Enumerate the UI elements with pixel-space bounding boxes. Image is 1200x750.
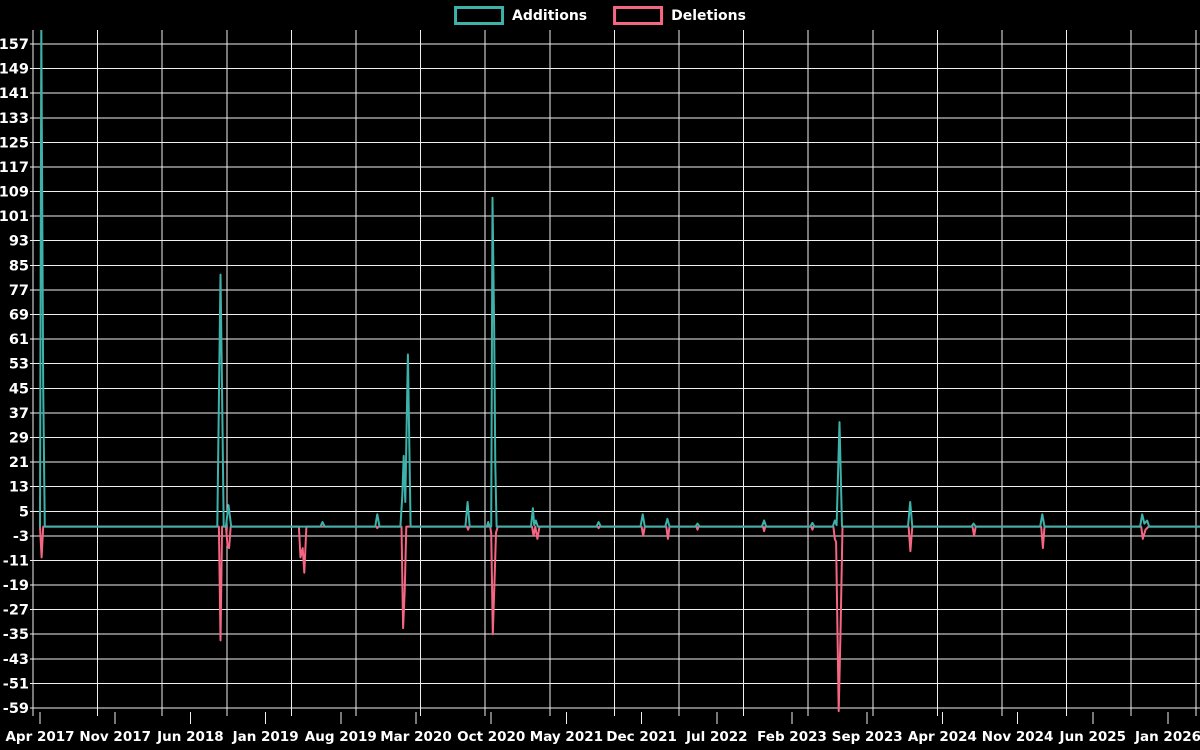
x-tick-label: Apr 2024: [908, 729, 977, 745]
deletions-swatch-icon: [613, 6, 664, 25]
x-tick-label: Jan 2026: [1134, 729, 1200, 745]
y-tick-label: 29: [9, 430, 29, 446]
y-tick-label: 53: [9, 357, 29, 373]
y-tick-label: 109: [0, 185, 29, 201]
y-tick-label: -43: [3, 652, 29, 668]
x-tick-label: Oct 2020: [457, 729, 525, 745]
y-tick-label: 141: [0, 86, 29, 102]
y-tick-label: 101: [0, 209, 29, 225]
series-line-additions: [39, 30, 1200, 528]
x-tick-label: Jul 2022: [685, 729, 748, 745]
y-tick-label: -59: [3, 701, 29, 717]
legend-item-additions: Additions: [454, 6, 587, 25]
y-tick-label: 37: [9, 406, 29, 422]
chart-legend: Additions Deletions: [454, 6, 746, 25]
x-tick-label: Dec 2021: [606, 729, 677, 745]
legend-label-deletions: Deletions: [671, 7, 746, 24]
x-tick-label: May 2021: [530, 729, 603, 745]
legend-item-deletions: Deletions: [613, 6, 746, 25]
axis-tick-labels: 157 149 141 133 125 117 109 101 93 85 77 69 61 53 45 37…: [0, 37, 1200, 745]
x-tick-label: Jan 2019: [232, 729, 299, 745]
additions-swatch-icon: [454, 6, 505, 25]
x-tick-label: Jun 2025: [1059, 729, 1127, 745]
y-tick-label: 125: [0, 135, 29, 151]
y-tick-label: 77: [9, 283, 29, 299]
y-tick-label: 93: [9, 234, 29, 250]
y-tick-label: 61: [9, 332, 29, 348]
y-tick-label: 13: [9, 480, 29, 496]
x-tick-label: Jun 2018: [156, 729, 224, 745]
y-tick-label: 5: [19, 504, 29, 520]
x-tick-label: Feb 2023: [757, 729, 827, 745]
x-tick-label: Nov 2017: [79, 729, 151, 745]
x-tick-label: Sep 2023: [832, 729, 903, 745]
y-tick-label: 85: [9, 258, 29, 274]
y-tick-label: -19: [3, 578, 29, 594]
y-tick-label: -35: [3, 627, 29, 643]
y-tick-label: 133: [0, 111, 29, 127]
y-tick-label: 149: [0, 62, 29, 78]
y-tick-label: -51: [3, 676, 29, 692]
series-line-deletions: [39, 525, 1200, 713]
y-tick-label: 21: [9, 455, 29, 471]
legend-label-additions: Additions: [512, 7, 588, 24]
grid-lines: [30, 30, 1200, 724]
data-series: [39, 30, 1200, 713]
y-tick-label: -11: [3, 553, 29, 569]
y-tick-label: 117: [0, 160, 29, 176]
x-tick-label: Aug 2019: [305, 729, 377, 745]
x-tick-label: Apr 2017: [5, 729, 74, 745]
y-tick-label: 45: [9, 381, 29, 397]
y-tick-label: 157: [0, 37, 29, 53]
y-tick-label: -27: [3, 603, 29, 619]
y-tick-label: 69: [9, 308, 29, 324]
x-tick-label: Mar 2020: [380, 729, 451, 745]
y-tick-label: -3: [13, 529, 29, 545]
x-tick-label: Nov 2024: [982, 729, 1054, 745]
